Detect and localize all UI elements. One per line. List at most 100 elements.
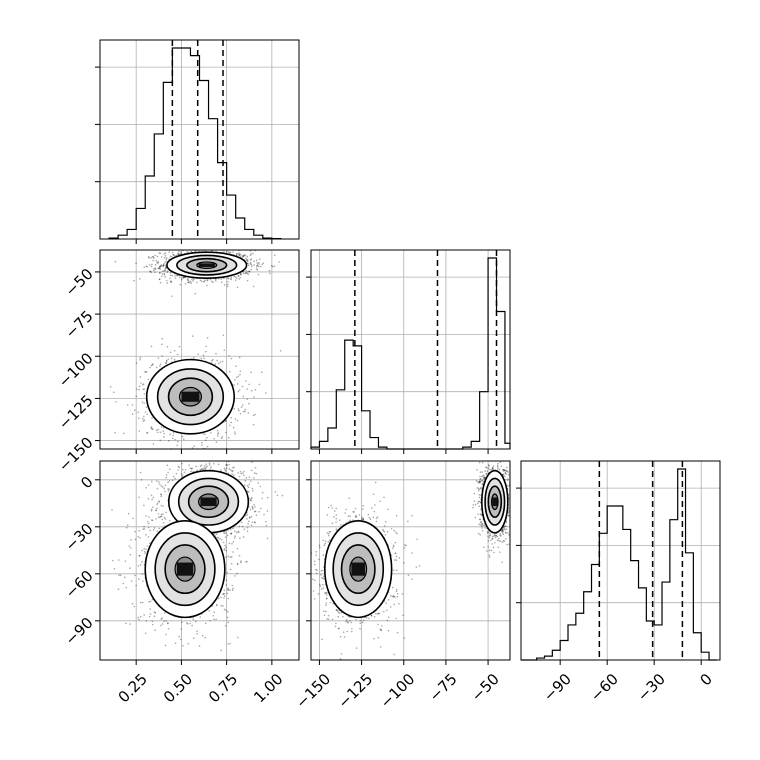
scatter-point [162,265,164,268]
scatter-point [145,406,148,408]
scatter-point [171,437,174,440]
scatter-point [234,379,236,381]
scatter-point [171,251,174,254]
scatter-point [201,280,203,282]
scatter-point [241,385,244,388]
scatter-point [250,524,253,526]
scatter-point [145,515,147,517]
scatter-point [241,525,244,528]
scatter-point [225,419,227,422]
scatter-point [229,642,231,645]
scatter-point [157,516,160,518]
scatter-point [230,532,233,535]
scatter-point [129,623,131,625]
scatter-point [227,251,230,253]
scatter-point [172,253,174,256]
scatter-point [234,535,236,537]
scatter-point [244,272,247,275]
scatter-point [147,378,150,381]
scatter-point [226,592,228,595]
scatter-point [246,271,249,273]
scatter-point [141,417,144,420]
scatter-point [224,420,227,422]
scatter-point [206,284,208,287]
scatter-point [253,472,256,474]
scatter-point [241,404,244,407]
scatter-point [244,254,247,257]
scatter-point [155,507,158,510]
scatter-point [245,271,247,274]
scatter-point [226,464,228,466]
scatter-point [196,469,198,472]
scatter-point [191,335,194,337]
scatter-point [159,516,161,519]
scatter-point [229,556,232,559]
scatter-point [164,252,167,254]
scatter-point [279,349,282,352]
scatter-point [190,250,193,253]
scatter-point [167,440,170,442]
scatter-point [254,506,256,508]
scatter-point [230,277,232,280]
scatter-point [204,468,207,470]
scatter-point [238,525,241,528]
scatter-point [163,273,166,275]
scatter-point [220,437,223,439]
scatter-point [223,251,225,253]
scatter-point [239,276,242,279]
scatter-point [164,612,166,614]
scatter-point [231,589,234,591]
scatter-point [215,533,218,535]
scatter-point [154,612,157,614]
scatter-point [151,363,154,366]
scatter-point [245,477,248,479]
scatter-point [203,280,206,283]
scatter-point [192,280,194,282]
scatter-point [179,638,182,641]
scatter-point [219,361,222,363]
scatter-point [138,417,140,419]
scatter-point [225,464,227,466]
scatter-point [238,254,241,256]
scatter-point [246,513,249,516]
scatter-point [162,264,165,267]
scatter-point [149,270,152,273]
scatter-point [228,251,231,254]
scatter-point [239,373,241,376]
scatter-point [132,517,134,520]
scatter-point [142,383,144,386]
scatter-point [163,256,166,259]
scatter-point [193,445,195,447]
scatter-point [161,343,163,346]
scatter-point [203,467,205,469]
scatter-point [138,529,140,532]
scatter-point [236,383,239,385]
scatter-point [204,350,207,353]
scatter-point [248,517,251,519]
scatter-point [158,501,161,503]
scatter-point [138,430,141,432]
scatter-point [226,283,229,286]
scatter-point [158,267,160,270]
scatter-point [150,271,153,274]
scatter-point [174,642,177,645]
scatter-point [230,533,232,535]
scatter-point [158,278,161,281]
scatter-point [223,548,226,550]
scatter-point [181,277,184,279]
scatter-point [151,498,153,501]
scatter-point [157,267,160,270]
scatter-point [200,468,203,470]
scatter-point [167,358,170,360]
scatter-point [152,443,155,445]
scatter-point [152,259,154,262]
scatter-point [151,508,153,511]
scatter-point [139,563,142,566]
scatter-point [115,401,117,403]
scatter-point [169,277,171,280]
scatter-point [150,427,153,430]
scatter-point [256,262,258,264]
scatter-point [156,262,159,264]
scatter-point [214,363,217,365]
scatter-point [220,649,222,652]
